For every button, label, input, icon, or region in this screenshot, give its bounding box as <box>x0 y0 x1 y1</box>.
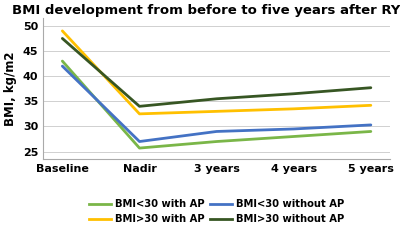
Y-axis label: BMI, kg/m2: BMI, kg/m2 <box>4 51 17 126</box>
Legend: BMI<30 with AP, BMI>30 with AP, BMI<30 without AP, BMI>30 without AP: BMI<30 with AP, BMI>30 with AP, BMI<30 w… <box>85 195 348 228</box>
Title: BMI development from before to five years after RYGB: BMI development from before to five year… <box>12 4 400 17</box>
